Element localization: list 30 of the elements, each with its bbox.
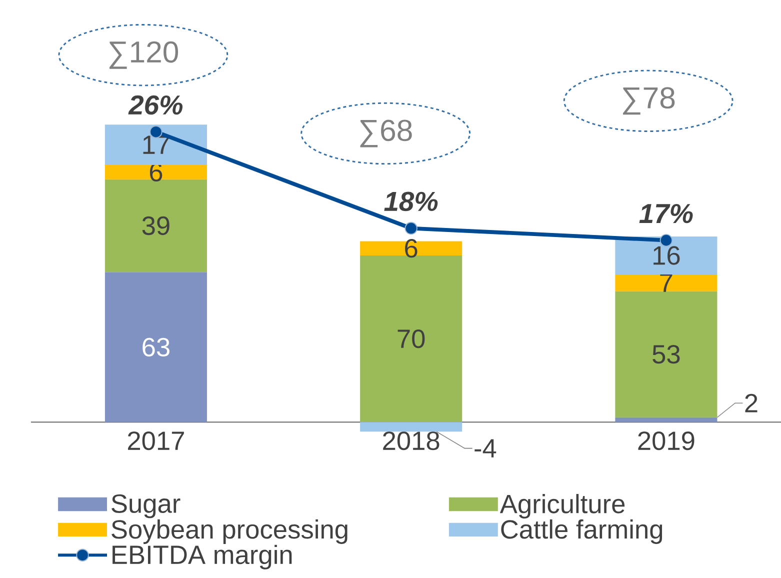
bar: [615, 274, 718, 292]
bar: [104, 272, 207, 422]
x-tick-label: 2017: [128, 432, 184, 450]
legend-label: Sugar: [112, 494, 180, 518]
data-label: -4: [474, 439, 496, 458]
data-label: 16: [654, 246, 680, 265]
bar: [360, 241, 462, 256]
legend-label: Soybean processing: [112, 520, 348, 544]
data-label: 26%: [128, 95, 183, 115]
legend-label: Cattle farming: [501, 520, 662, 544]
data-label: 18%: [384, 192, 438, 212]
legend-label: EBITDA margin: [112, 544, 292, 570]
bar: [615, 291, 718, 418]
legend-label: Agriculture: [500, 494, 625, 519]
annotation: ∑68: [360, 120, 412, 148]
x-tick-label: 2018: [383, 432, 440, 450]
x-tick-label: 2019: [638, 432, 694, 450]
data-label: 70: [398, 330, 425, 348]
data-label: 17%: [639, 204, 693, 224]
data-label: 63: [142, 338, 170, 357]
text: ∑120: [109, 41, 178, 69]
text: ∑78: [623, 87, 675, 115]
data-label: 2: [745, 394, 758, 412]
bar: [615, 418, 718, 422]
data-label: 53: [652, 345, 680, 364]
bar: [104, 124, 207, 166]
data-label: 6: [405, 239, 418, 258]
bar: [104, 165, 207, 180]
data-label: 39: [142, 216, 170, 236]
bar: [360, 422, 462, 432]
